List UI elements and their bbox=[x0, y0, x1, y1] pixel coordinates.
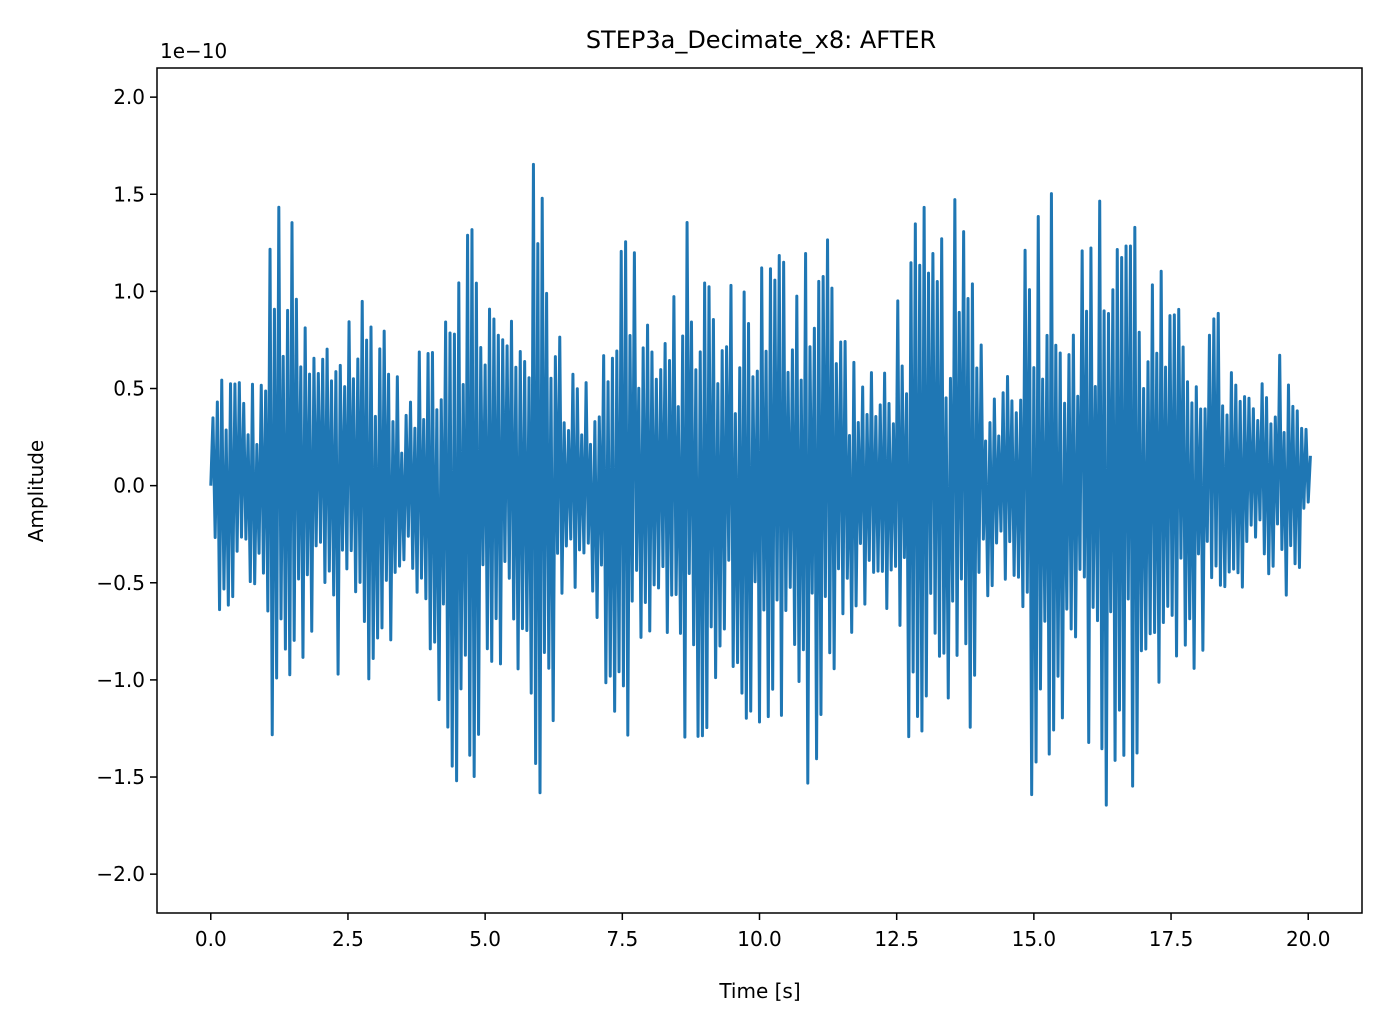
chart-title: STEP3a_Decimate_x8: AFTER bbox=[586, 26, 936, 54]
y-tick-label: −1.5 bbox=[96, 765, 145, 789]
x-axis-title: Time [s] bbox=[718, 979, 800, 1003]
x-tick-label: 20.0 bbox=[1286, 927, 1331, 951]
y-tick-label: −0.5 bbox=[96, 571, 145, 595]
plot-area bbox=[209, 162, 1312, 807]
x-axis: 0.0 2.5 5.0 7.5 10.0 12.5 15.0 17.5 20.0 bbox=[195, 913, 1331, 951]
x-tick-label: 0.0 bbox=[195, 927, 227, 951]
y-tick-label: 0.0 bbox=[113, 474, 145, 498]
y-axis: 2.0 1.5 1.0 0.5 0.0 −0.5 −1.0 −1.5 −2.0 bbox=[96, 85, 157, 886]
y-axis-title: Amplitude bbox=[24, 440, 48, 543]
x-tick-label: 7.5 bbox=[606, 927, 638, 951]
y-tick-label: 2.0 bbox=[113, 85, 145, 109]
y-tick-label: 1.0 bbox=[113, 279, 145, 303]
y-tick-label: 1.5 bbox=[113, 182, 145, 206]
x-tick-label: 2.5 bbox=[332, 927, 364, 951]
y-tick-label: −1.0 bbox=[96, 668, 145, 692]
x-tick-label: 10.0 bbox=[737, 927, 782, 951]
y-tick-label: 0.5 bbox=[113, 377, 145, 401]
x-tick-label: 17.5 bbox=[1149, 927, 1194, 951]
series-line bbox=[209, 162, 1312, 807]
y-offset-label: 1e−10 bbox=[160, 39, 227, 63]
y-tick-label: −2.0 bbox=[96, 862, 145, 886]
x-tick-label: 12.5 bbox=[874, 927, 919, 951]
x-tick-label: 15.0 bbox=[1012, 927, 1057, 951]
x-tick-label: 5.0 bbox=[469, 927, 501, 951]
